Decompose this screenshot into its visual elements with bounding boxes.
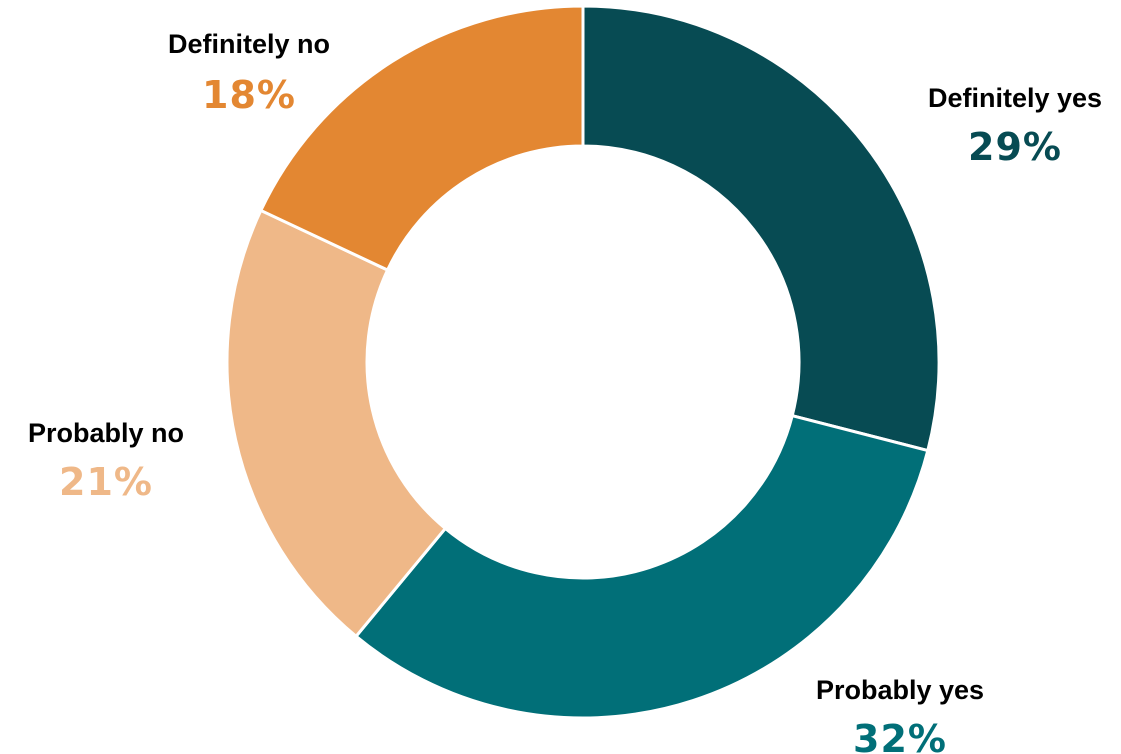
slice-label-probably-yes: Probably yes bbox=[816, 675, 984, 705]
slice-value-probably-no: 21% bbox=[59, 460, 153, 504]
slice-value-definitely-no: 18% bbox=[202, 73, 296, 117]
donut-slice-probably-yes bbox=[356, 416, 928, 718]
donut-slices bbox=[227, 6, 939, 718]
slice-label-definitely-yes: Definitely yes bbox=[928, 83, 1102, 113]
slice-label-probably-no: Probably no bbox=[28, 418, 184, 448]
slice-value-definitely-yes: 29% bbox=[968, 125, 1062, 169]
slice-label-definitely-no: Definitely no bbox=[168, 29, 330, 59]
slice-value-probably-yes: 32% bbox=[853, 717, 947, 754]
donut-slice-definitely-yes bbox=[583, 6, 939, 451]
